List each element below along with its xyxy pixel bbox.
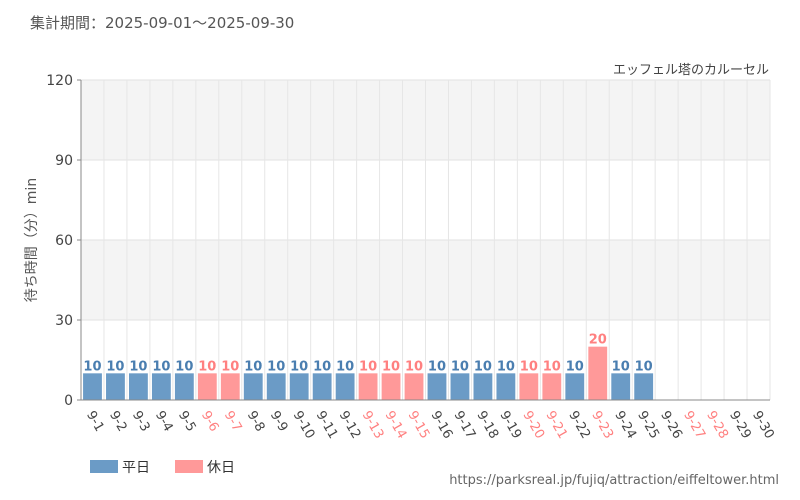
- bar-value-label: 10: [635, 359, 653, 374]
- bar: [243, 373, 263, 400]
- bar-value-label: 10: [106, 359, 124, 374]
- x-tick-label: 9-22: [565, 409, 593, 442]
- bar: [404, 373, 424, 400]
- legend-swatch-holiday: [175, 460, 203, 473]
- bar: [427, 373, 447, 400]
- x-tick-label: 9-10: [290, 409, 318, 442]
- y-tick-label: 30: [55, 313, 73, 329]
- x-tick-label: 9-20: [519, 409, 547, 442]
- bar-value-label: 10: [267, 359, 285, 374]
- x-tick-label: 9-27: [680, 409, 708, 442]
- bar: [83, 373, 102, 400]
- x-tick-label: 9-24: [611, 409, 639, 442]
- chart-title: エッフェル塔のカルーセル: [613, 63, 769, 78]
- bar: [174, 373, 194, 400]
- x-tick-label: 9-14: [382, 409, 410, 442]
- bar-value-label: 10: [543, 359, 561, 374]
- y-tick-label: 90: [55, 153, 73, 169]
- x-tick-label: 9-19: [496, 409, 524, 442]
- bar-value-label: 10: [612, 359, 630, 374]
- bar: [519, 373, 539, 400]
- bar: [106, 373, 125, 400]
- bar-value-label: 10: [520, 359, 538, 374]
- legend-label-weekday: 平日: [122, 460, 150, 476]
- bar: [289, 373, 309, 400]
- bar-value-label: 20: [589, 333, 607, 348]
- bar-value-label: 10: [221, 359, 239, 374]
- x-tick-label: 9-23: [588, 409, 616, 442]
- bar: [312, 373, 332, 400]
- y-tick-labels: 0 30 60 90 120: [46, 73, 81, 409]
- x-tick-label: 9-28: [703, 409, 731, 442]
- x-tick-label: 9-12: [336, 409, 364, 442]
- bar: [358, 373, 378, 400]
- x-tick-label: 9-1: [83, 409, 107, 435]
- bar-value-label: 10: [566, 359, 584, 374]
- bar-value-label: 10: [405, 359, 423, 374]
- bar: [611, 373, 631, 400]
- bar-value-label: 10: [313, 359, 331, 374]
- x-tick-label: 9-29: [726, 409, 754, 442]
- bar-value-label: 10: [290, 359, 308, 374]
- bar-value-label: 10: [497, 359, 515, 374]
- x-tick-label: 9-5: [175, 409, 199, 435]
- x-tick-label: 9-18: [473, 409, 501, 442]
- bars: [83, 346, 654, 400]
- bar-value-label: 10: [474, 359, 492, 374]
- bar: [450, 373, 470, 400]
- x-tick-label: 9-11: [313, 409, 341, 442]
- bar-value-label: 10: [244, 359, 262, 374]
- bar-value-label: 10: [359, 359, 377, 374]
- x-tick-label: 9-16: [428, 409, 456, 442]
- bar: [542, 373, 562, 400]
- bar: [129, 373, 148, 400]
- bar: [565, 373, 585, 400]
- collection-period: 集計期間：2025-09-01～2025-09-30: [30, 14, 295, 32]
- x-tick-label: 9-3: [129, 409, 153, 435]
- y-axis-label: 待ち時間（分）min: [24, 178, 40, 302]
- y-tick-label: 0: [64, 393, 73, 409]
- bar-value-label: 10: [83, 359, 101, 374]
- x-tick-label: 9-15: [405, 409, 433, 442]
- x-tick-labels: 9-1 9-2 9-3 9-4 9-5 9-6 9-7 9-8 9-9 9-109-119-129…: [83, 409, 777, 442]
- y-tick-label: 120: [46, 73, 73, 89]
- bar: [634, 373, 654, 400]
- x-tick-label: 9-26: [657, 409, 685, 442]
- bar: [197, 373, 217, 400]
- bar-value-label: 10: [152, 359, 170, 374]
- bar: [473, 373, 493, 400]
- bar-value-label: 10: [198, 359, 216, 374]
- x-tick-label: 9-17: [450, 409, 478, 442]
- x-tick-label: 9-6: [198, 409, 222, 435]
- x-tick-label: 9-2: [106, 409, 130, 435]
- x-tick-label: 9-25: [634, 409, 662, 442]
- x-tick-label: 9-4: [152, 409, 176, 435]
- legend-swatch-weekday: [90, 460, 118, 473]
- x-tick-label: 9-9: [267, 409, 291, 435]
- bar: [335, 373, 355, 400]
- x-tick-label: 9-7: [221, 409, 245, 435]
- bar-value-label: 10: [382, 359, 400, 374]
- legend-label-holiday: 休日: [207, 460, 235, 476]
- bar-value-label: 10: [129, 359, 147, 374]
- bar: [220, 373, 240, 400]
- bar-value-label: 10: [451, 359, 469, 374]
- bar: [496, 373, 516, 400]
- bar-labels: 10 10 10 10 10 10 10 10 10 10 10 10 10 10 10 10 10 10 10 10…: [83, 333, 652, 375]
- bar-value-label: 10: [336, 359, 354, 374]
- x-tick-label: 9-21: [542, 409, 570, 442]
- x-tick-label: 9-8: [244, 409, 268, 435]
- source-url: https://parksreal.jp/fujiq/attraction/ei…: [449, 473, 779, 488]
- bar-value-label: 10: [175, 359, 193, 374]
- bar: [381, 373, 401, 400]
- bar: [588, 346, 608, 400]
- y-tick-label: 60: [55, 233, 73, 249]
- x-tick-label: 9-30: [749, 409, 777, 442]
- legend: 平日 休日: [90, 460, 235, 476]
- x-tick-label: 9-13: [359, 409, 387, 442]
- bar-value-label: 10: [428, 359, 446, 374]
- bar: [266, 373, 286, 400]
- bar: [151, 373, 171, 400]
